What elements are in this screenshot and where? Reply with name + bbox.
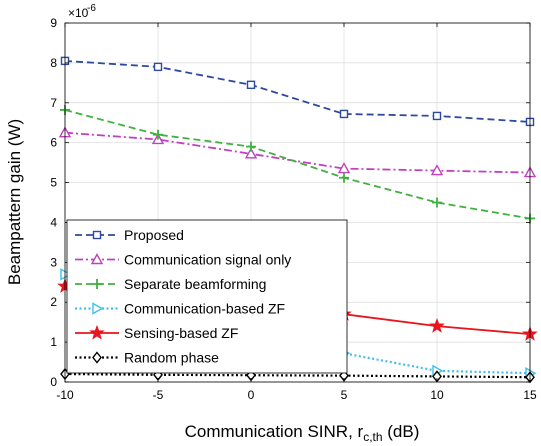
- series-line: [64, 109, 531, 220]
- x-tick-label: 5: [341, 388, 348, 402]
- legend-entry: Communication-based ZF: [75, 301, 285, 317]
- x-axis-label-main: Communication SINR, r: [185, 422, 364, 441]
- legend-marker: [92, 279, 102, 289]
- legend-label: Communication signal only: [124, 252, 291, 268]
- y-tick-label: 2: [50, 295, 57, 309]
- data-point: [153, 129, 163, 140]
- legend-entry: Sensing-based ZF: [75, 324, 238, 341]
- legend-label: Proposed: [124, 227, 184, 243]
- plot-frame: [64, 22, 531, 383]
- x-tick-label: -10: [56, 388, 74, 402]
- data-point: [339, 109, 349, 119]
- x-axis-label-unit: (dB): [383, 422, 420, 441]
- legend-marker: [89, 324, 105, 340]
- y-tick-label: 5: [50, 176, 57, 190]
- series-0: [60, 56, 535, 127]
- legend-label: Sensing-based ZF: [124, 325, 238, 341]
- series-2: [60, 104, 535, 224]
- y-tick-label: 7: [50, 96, 57, 110]
- legend-entry: Communication signal only: [75, 252, 291, 268]
- legend-marker: [92, 230, 102, 240]
- y-tick-label: 9: [50, 16, 57, 30]
- legend-marker: [90, 253, 104, 265]
- data-point: [153, 62, 163, 72]
- y-tick-label: 8: [50, 56, 57, 70]
- x-tick-label: 15: [523, 388, 537, 402]
- y-multiplier: ×10 -6: [68, 3, 96, 20]
- data-point: [432, 111, 442, 121]
- y-tick-label: 6: [50, 136, 57, 150]
- legend-entry: Proposed: [75, 227, 184, 243]
- y-tick-label: 4: [50, 215, 57, 229]
- legend-marker: [92, 302, 104, 315]
- legend-label: Communication-based ZF: [124, 301, 285, 317]
- x-axis-label: Communication SINR, rc,th (dB): [185, 422, 420, 444]
- y-tick-label: 3: [50, 255, 57, 269]
- series-line: [64, 273, 531, 375]
- legend-box: [66, 219, 348, 374]
- legend-entry: Random phase: [75, 350, 219, 366]
- x-axis-label-sub: c,th: [363, 430, 382, 444]
- y-multiplier-exp: -6: [87, 3, 96, 14]
- legend-label: Separate beamforming: [124, 276, 266, 292]
- data-point: [60, 268, 72, 281]
- series-line: [64, 131, 531, 174]
- y-tick-label: 1: [50, 335, 57, 349]
- series-line: [64, 59, 531, 123]
- series-1: [58, 126, 537, 178]
- series-line: [64, 372, 531, 379]
- data-point: [337, 162, 351, 174]
- legend-entry: Separate beamforming: [75, 276, 266, 292]
- data-point: [429, 317, 445, 333]
- legend-label: Random phase: [124, 350, 219, 366]
- data-point: [432, 197, 442, 208]
- legend: Proposed Communication signal only Separat…: [66, 219, 348, 374]
- data-point: [430, 164, 444, 176]
- data-point: [339, 172, 349, 183]
- x-tick-label: 10: [430, 388, 444, 402]
- y-tick-label: 0: [50, 375, 57, 389]
- data-point: [246, 141, 256, 152]
- x-tick-label: 0: [248, 388, 255, 402]
- y-multiplier-base: ×10: [68, 6, 89, 20]
- data-point: [246, 80, 256, 90]
- legend-marker: [92, 351, 102, 364]
- x-tick-label: -5: [153, 388, 164, 402]
- y-axis-label: Beampattern gain (W): [5, 119, 24, 285]
- data-point: [244, 147, 258, 159]
